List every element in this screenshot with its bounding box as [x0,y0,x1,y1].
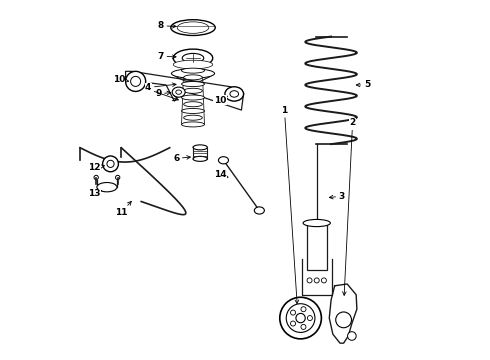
Text: 8: 8 [158,21,176,30]
Ellipse shape [173,49,213,67]
Text: 3: 3 [329,192,345,201]
Ellipse shape [176,90,181,94]
Ellipse shape [181,68,204,73]
Text: 5: 5 [356,81,370,90]
Ellipse shape [291,310,295,315]
Ellipse shape [307,316,313,320]
Text: 10: 10 [214,96,227,105]
Ellipse shape [336,312,351,328]
Ellipse shape [303,220,330,226]
Ellipse shape [116,175,120,180]
Ellipse shape [225,87,244,101]
Ellipse shape [219,157,228,164]
Ellipse shape [172,87,185,97]
Ellipse shape [193,156,207,161]
Ellipse shape [296,314,305,323]
Ellipse shape [286,304,315,332]
Ellipse shape [193,145,207,150]
Ellipse shape [291,321,295,326]
Bar [307,223,327,270]
Ellipse shape [301,307,306,312]
Ellipse shape [321,278,326,283]
Ellipse shape [181,95,204,100]
Ellipse shape [301,324,306,329]
Text: 13: 13 [88,189,101,198]
Ellipse shape [254,207,265,214]
Text: 6: 6 [173,154,191,163]
Ellipse shape [131,76,141,86]
Ellipse shape [182,53,204,63]
Ellipse shape [184,115,202,120]
Ellipse shape [314,278,319,283]
Ellipse shape [307,278,312,283]
Ellipse shape [185,24,201,31]
Ellipse shape [172,69,215,78]
Ellipse shape [280,297,321,339]
Ellipse shape [171,20,215,36]
Ellipse shape [173,60,213,69]
Ellipse shape [107,160,114,167]
Ellipse shape [94,175,98,180]
Ellipse shape [181,82,204,87]
Ellipse shape [125,71,146,91]
Ellipse shape [184,102,202,107]
Text: 1: 1 [281,105,299,303]
Text: 12: 12 [88,163,104,172]
Ellipse shape [347,332,356,340]
Ellipse shape [97,183,117,192]
Text: 7: 7 [158,52,176,61]
Ellipse shape [177,22,209,33]
Ellipse shape [181,122,204,127]
Text: 14: 14 [214,170,228,179]
Text: 11: 11 [115,201,131,217]
Ellipse shape [184,75,202,80]
Ellipse shape [184,88,202,93]
Text: 4: 4 [145,83,176,92]
Text: 10: 10 [113,75,129,84]
Text: 9: 9 [155,89,171,98]
Ellipse shape [230,91,239,97]
Ellipse shape [102,156,119,172]
Ellipse shape [181,108,204,113]
Text: 2: 2 [343,118,356,295]
